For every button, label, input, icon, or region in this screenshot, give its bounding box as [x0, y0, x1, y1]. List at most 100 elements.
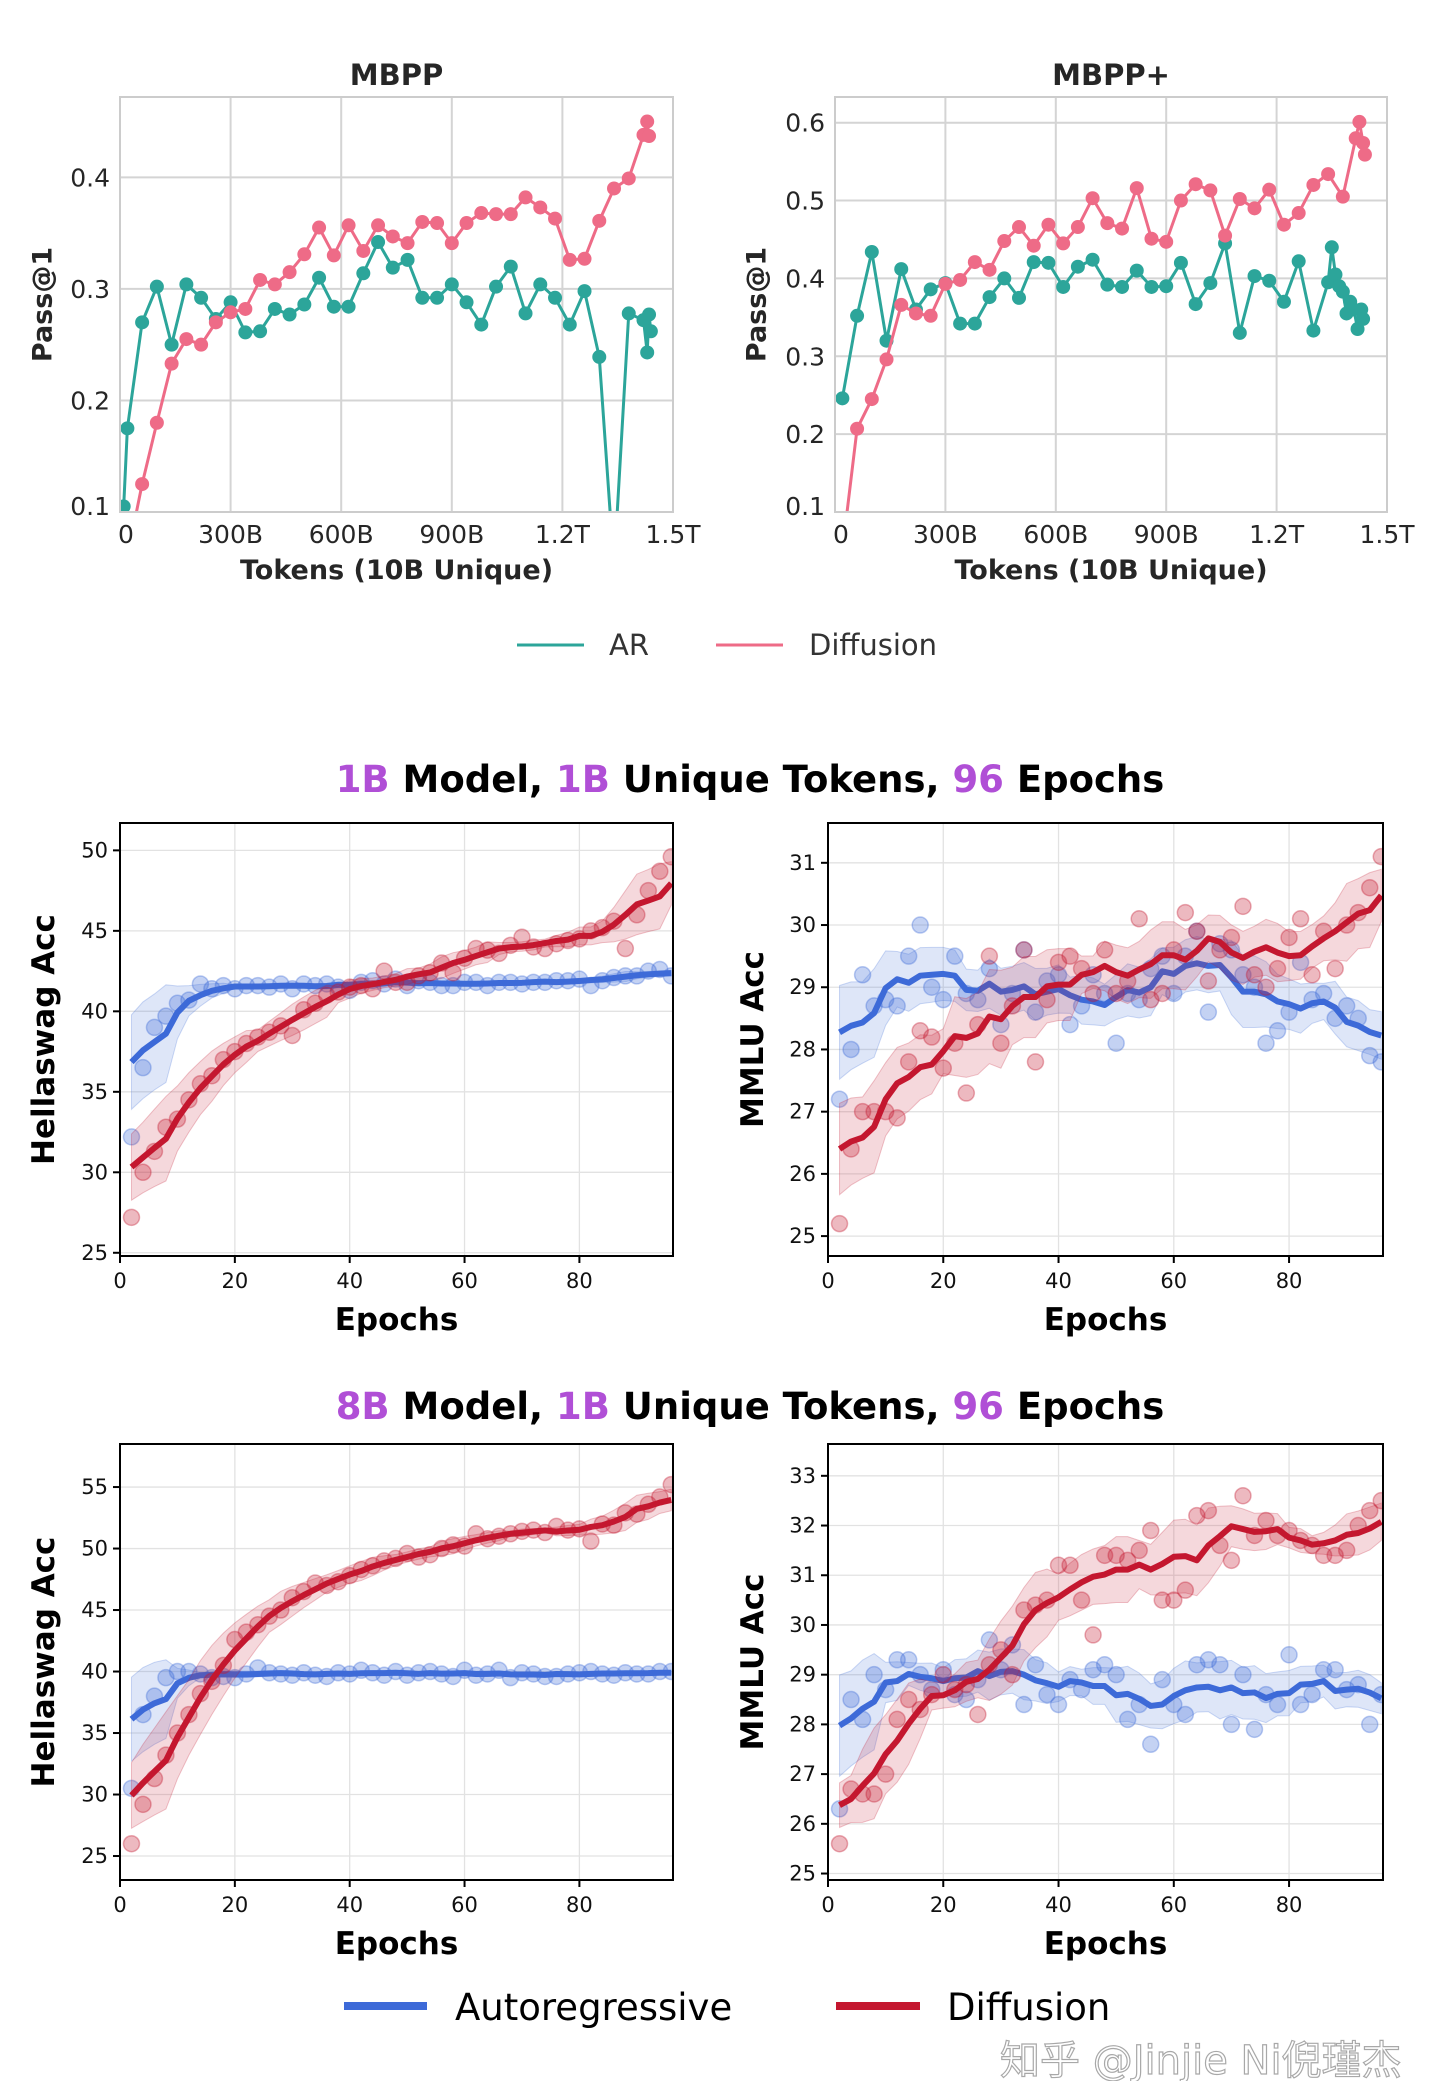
watermark: 知乎 @Jinjie Ni倪瑾杰: [1000, 2038, 1402, 2081]
title-text: Model,: [390, 1385, 556, 1428]
x-tick-label: 80: [1276, 1269, 1303, 1293]
x-tick-label: 20: [930, 1269, 957, 1293]
highlighted-value: 1B: [556, 1385, 610, 1428]
data-point-diffusion: [616, 939, 635, 958]
data-point-autoregressive: [1015, 941, 1033, 959]
data-point-diffusion: [980, 947, 999, 965]
x-tick-label: 40: [336, 1269, 363, 1293]
data-point-diffusion: [1188, 1506, 1206, 1525]
data-point-autoregressive: [1326, 1660, 1344, 1679]
data-point-diffusion: [1199, 1501, 1218, 1520]
data-point-diffusion: [1061, 947, 1079, 965]
smoothed-line-autoregressive: [129, 1669, 672, 1722]
title-text: Model,: [390, 758, 556, 801]
data-point-ar: [194, 290, 209, 305]
data-point-diffusion: [1360, 1501, 1379, 1520]
smoothed-line-diffusion: [129, 1497, 672, 1798]
data-point-diffusion: [1360, 878, 1379, 897]
series-line-diffusion: [845, 121, 1367, 512]
data-point-diffusion: [122, 1834, 141, 1853]
y-tick-label: 31: [789, 851, 816, 875]
y-axis-label: Hellaswag Acc: [26, 914, 62, 1165]
data-point-autoregressive: [168, 1662, 187, 1681]
data-point-diffusion: [957, 1084, 976, 1102]
chart-mmlu-acc-8b: 0 20 40 60 80 25 26 27 28 29 30 31 32 33 Epochs MMLU Ac…: [735, 1443, 1384, 1962]
data-point-ar: [953, 316, 968, 331]
data-point-ar: [1056, 279, 1071, 294]
data-point-diffusion: [1335, 189, 1350, 204]
data-point-diffusion: [640, 114, 655, 129]
data-point-diffusion: [1049, 953, 1068, 972]
legend-label: Autoregressive: [455, 1986, 732, 2029]
data-point-diffusion: [1061, 1556, 1079, 1575]
data-point-diffusion: [122, 1208, 141, 1227]
data-point-diffusion: [1188, 922, 1206, 940]
data-point-diffusion: [1130, 1541, 1148, 1560]
data-point-autoregressive: [980, 1631, 999, 1649]
data-point-diffusion: [1276, 217, 1291, 232]
smoothed-line-autoregressive: [837, 1668, 1383, 1729]
data-point-ar: [1232, 325, 1247, 340]
data-point-autoregressive: [1015, 1695, 1033, 1714]
data-point-ar: [835, 391, 850, 406]
series-line-ar: [840, 237, 1365, 399]
data-point-diffusion: [533, 200, 548, 215]
data-point-autoregressive: [1061, 1015, 1079, 1034]
data-point-autoregressive: [1199, 1003, 1218, 1021]
data-point-diffusion: [503, 207, 518, 222]
x-tick-label: 20: [221, 1269, 248, 1293]
data-point-ar: [356, 266, 371, 281]
x-axis-label: Tokens (10B Unique): [954, 555, 1267, 586]
data-point-ar: [1276, 294, 1291, 309]
title-text: Unique Tokens,: [610, 1385, 953, 1428]
x-tick-label: 20: [221, 1893, 248, 1917]
data-point-ar: [238, 325, 253, 340]
data-point-diffusion: [120, 550, 134, 564]
data-point-autoregressive: [1141, 1735, 1160, 1754]
legend-bottom: Autoregressive Diffusion: [344, 1986, 1110, 2029]
data-point-autoregressive: [1095, 1655, 1114, 1674]
data-point-diffusion: [1084, 1626, 1102, 1644]
data-point-ar: [400, 252, 415, 267]
data-point-diffusion: [850, 421, 865, 436]
data-point-ar: [607, 561, 621, 575]
y-axis-label: Pass@1: [28, 247, 59, 362]
data-point-autoregressive: [888, 997, 906, 1015]
y-tick-label: 25: [81, 1241, 108, 1265]
highlighted-value: 8B: [336, 1385, 390, 1428]
y-tick-label: 26: [789, 1812, 816, 1836]
data-point-diffusion: [282, 265, 297, 280]
data-point-ar: [1328, 267, 1343, 282]
x-tick-label: 60: [1160, 1269, 1187, 1293]
x-tick-label: 600B: [1023, 520, 1088, 549]
data-point-ar: [415, 290, 430, 305]
x-tick-label: 20: [930, 1893, 957, 1917]
y-tick-label: 50: [81, 1537, 108, 1561]
axes-frame: [119, 1443, 674, 1881]
data-point-diffusion: [1291, 910, 1310, 928]
data-point-diffusion: [430, 216, 445, 231]
data-point-diffusion: [1084, 984, 1102, 1003]
data-point-autoregressive: [1084, 1660, 1102, 1679]
data-point-diffusion: [923, 308, 938, 323]
data-point-diffusion: [830, 1834, 849, 1853]
data-point-diffusion: [1153, 1591, 1172, 1609]
data-point-diffusion: [134, 1163, 152, 1182]
chart-title: MBPP: [350, 58, 443, 92]
data-point-diffusion: [223, 305, 238, 320]
data-point-diffusion: [1129, 181, 1144, 196]
data-point-ar: [120, 421, 135, 436]
data-point-diffusion: [356, 243, 371, 258]
x-tick-label: 0: [113, 1893, 126, 1917]
plot-area: [830, 847, 1383, 1233]
data-point-diffusion: [1268, 959, 1287, 978]
x-tick-label: 0: [821, 1269, 834, 1293]
data-point-autoregressive: [1118, 1710, 1137, 1729]
data-point-diffusion: [1173, 193, 1188, 208]
data-point-ar: [1324, 240, 1339, 255]
data-point-diffusion: [562, 252, 577, 267]
data-point-diffusion: [1072, 1591, 1091, 1609]
data-point-ar: [1115, 279, 1130, 294]
y-tick-label: 29: [789, 975, 816, 999]
data-point-ar: [548, 290, 563, 305]
